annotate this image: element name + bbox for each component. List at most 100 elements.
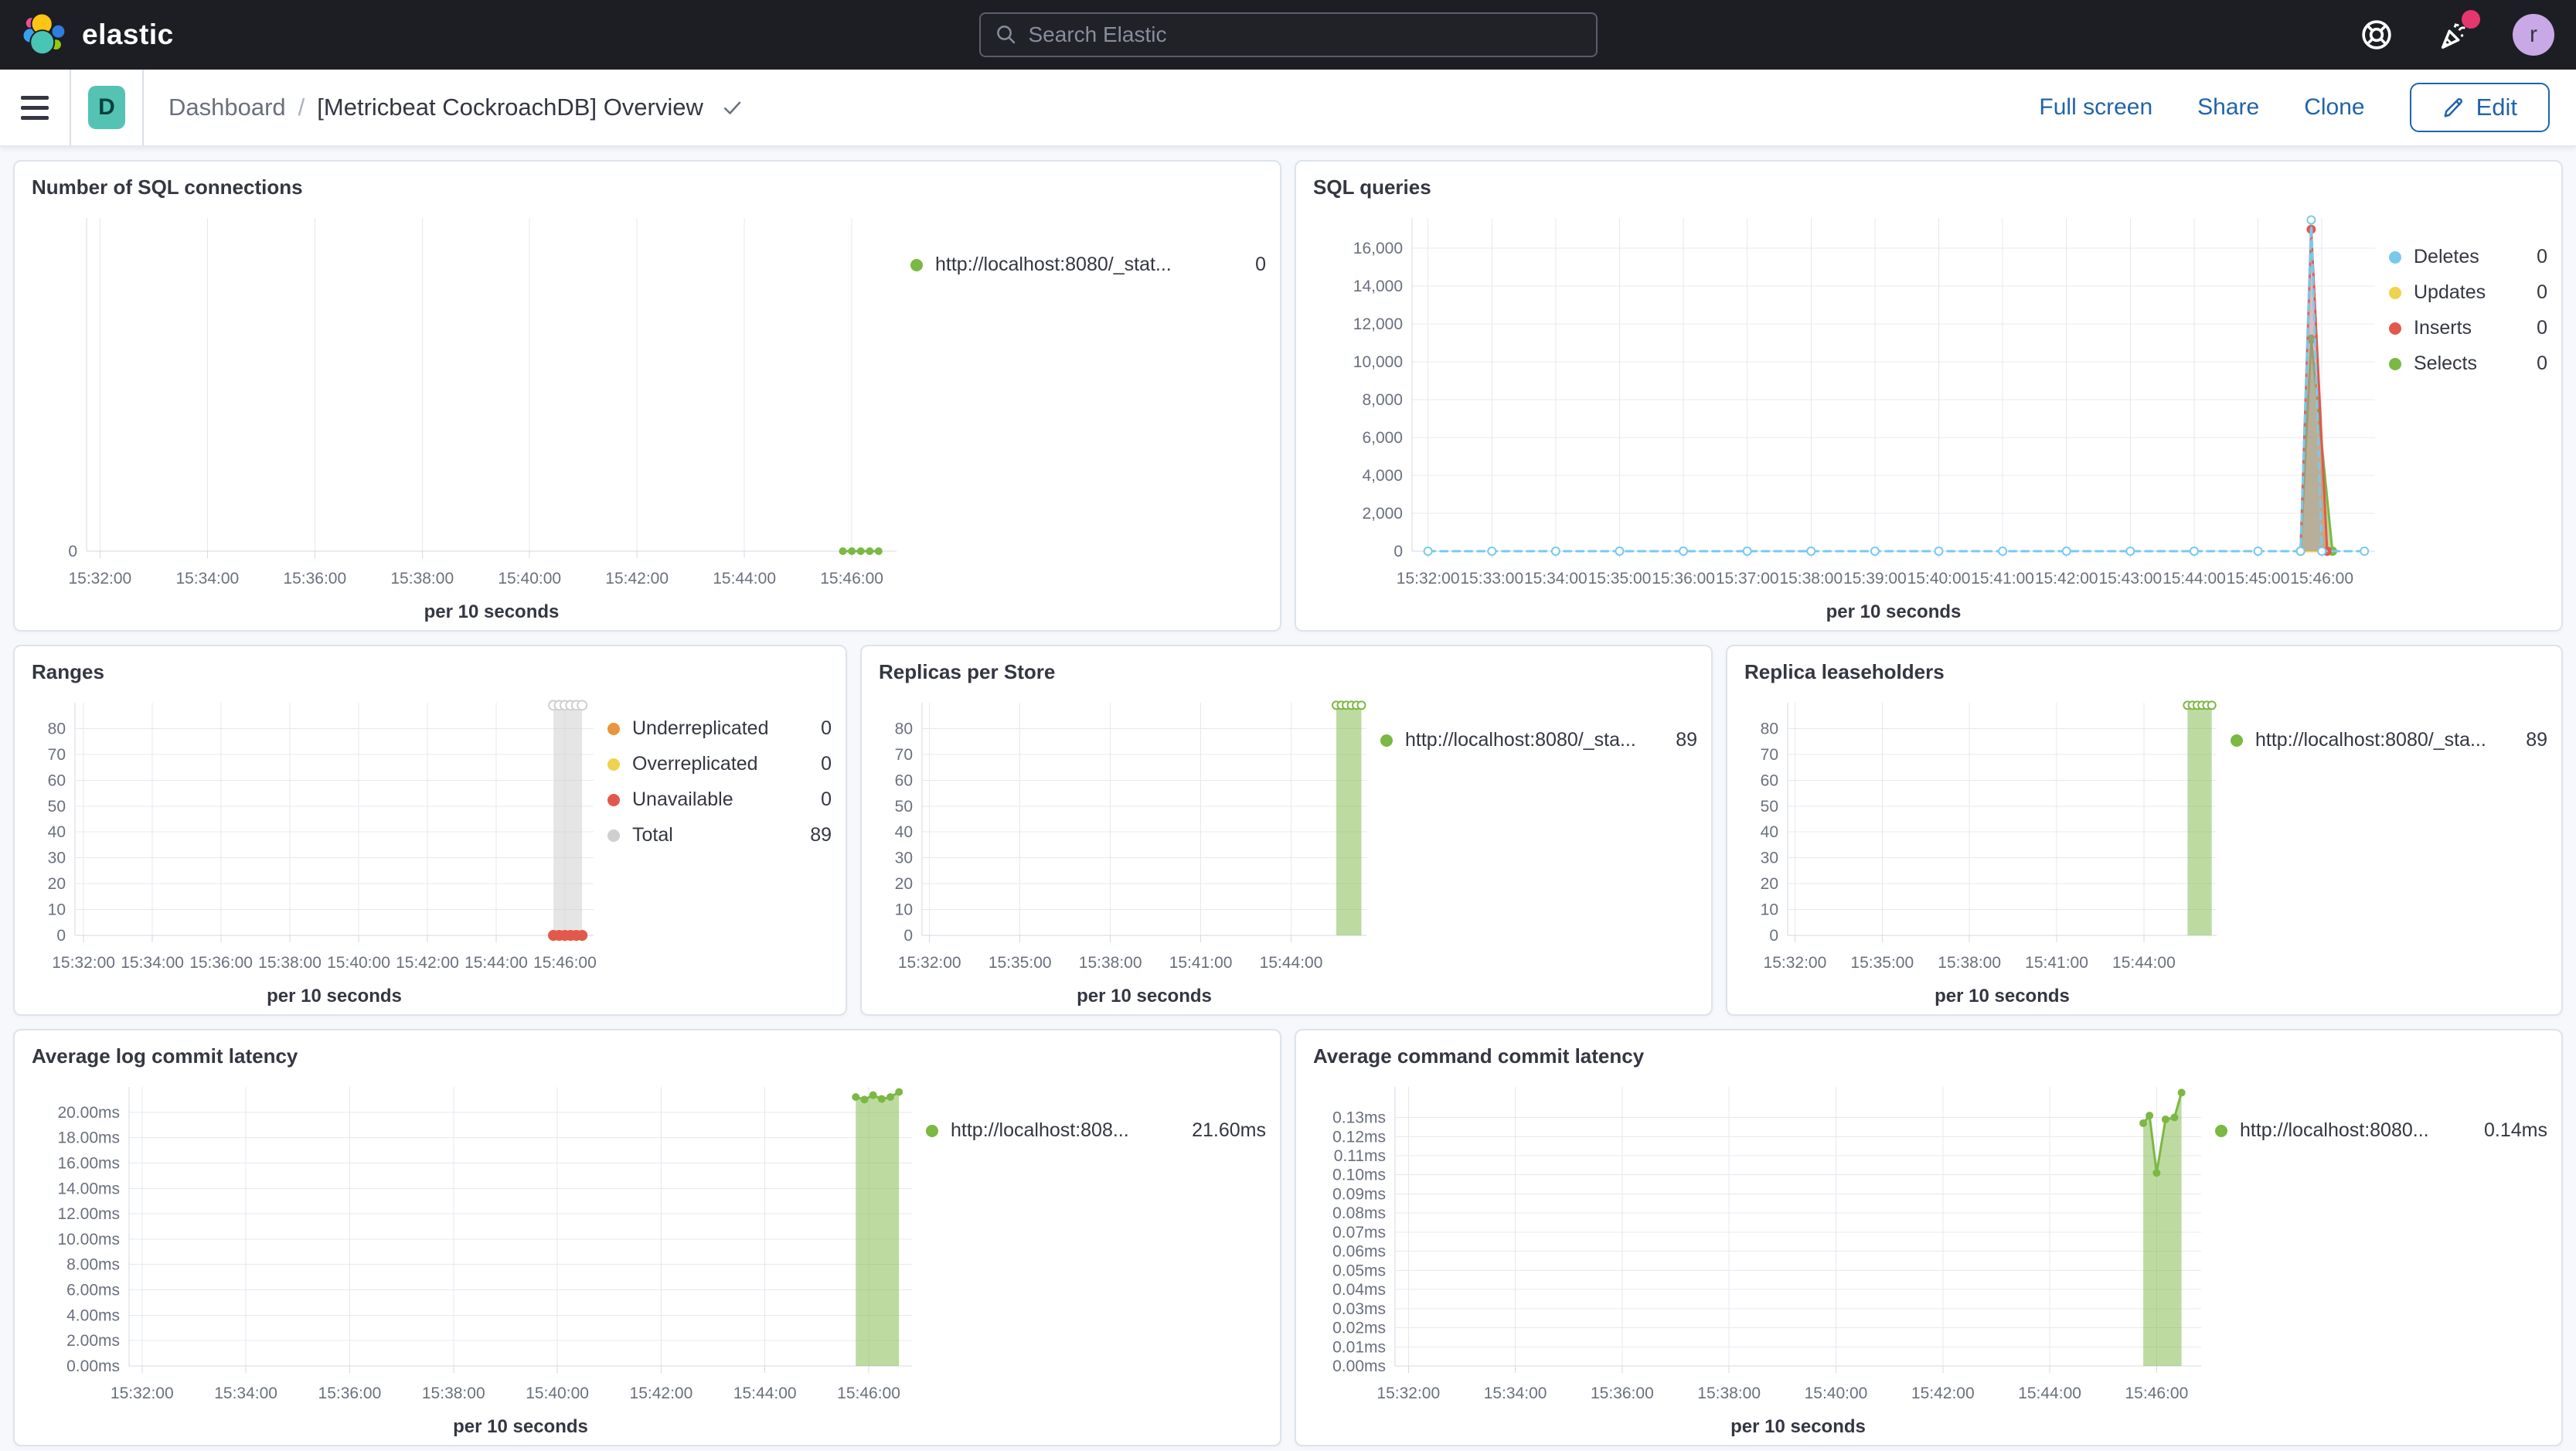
legend-item[interactable]: http://localhost:8080... 0.14ms	[2215, 1119, 2547, 1142]
svg-text:15:42:00: 15:42:00	[1911, 1385, 1975, 1402]
global-header: elastic	[0, 0, 2576, 70]
svg-text:0: 0	[68, 543, 77, 560]
chart-legend: Underreplicated 0 Overreplicated 0 Unavailab…	[607, 690, 839, 1010]
svg-text:15:44:00: 15:44:00	[2163, 570, 2226, 588]
breadcrumb-dashboard[interactable]: Dashboard	[168, 94, 286, 121]
hamburger-icon	[21, 95, 49, 100]
elastic-logo-icon	[22, 12, 66, 56]
legend-series-value: 0	[1255, 254, 1266, 275]
svg-text:10: 10	[895, 901, 913, 919]
svg-text:0: 0	[1393, 543, 1403, 560]
legend-color-dot	[2389, 357, 2401, 370]
chart-average-log-commit-latency[interactable]: 0.00ms 2.00ms 4.00ms 6.00ms 8.00ms 10.00ms 12.…	[21, 1075, 926, 1440]
panel-average-log-commit-latency: Average log commit latency 0.00ms 2.00ms 4…	[13, 1029, 1281, 1446]
svg-text:4,000: 4,000	[1362, 467, 1403, 485]
svg-text:15:36:00: 15:36:00	[1591, 1385, 1654, 1402]
clone-button[interactable]: Clone	[2304, 94, 2365, 120]
svg-text:10,000: 10,000	[1353, 353, 1403, 371]
space-badge[interactable]: D	[88, 86, 125, 129]
legend-color-dot	[2389, 322, 2401, 335]
search-input[interactable]	[1028, 22, 1582, 47]
svg-text:0.04ms: 0.04ms	[1332, 1281, 1386, 1299]
svg-text:0: 0	[56, 927, 66, 945]
chart-sql-queries[interactable]: 0 2,000 4,000 6,000 8,000 10,000 12,000 14,000 1…	[1302, 206, 2389, 625]
global-search[interactable]	[978, 12, 1598, 57]
svg-text:15:42:00: 15:42:00	[605, 570, 669, 588]
svg-text:15:36:00: 15:36:00	[1652, 570, 1715, 588]
svg-text:30: 30	[895, 850, 913, 867]
svg-text:15:38:00: 15:38:00	[1779, 570, 1843, 588]
legend-item[interactable]: Updates 0	[2389, 281, 2547, 304]
svg-text:15:34:00: 15:34:00	[175, 570, 239, 588]
legend-item[interactable]: http://localhost:808... 21.60ms	[926, 1119, 1266, 1142]
search-icon	[996, 26, 1015, 44]
legend-color-dot	[607, 829, 620, 842]
legend-color-dot	[607, 793, 620, 806]
panel-title: Replicas per Store	[879, 660, 1056, 683]
legend-item[interactable]: Overreplicated 0	[607, 753, 832, 775]
page-title: [Metricbeat CockroachDB] Overview	[317, 94, 703, 121]
chart-replica-leaseholders[interactable]: 0 10 20 30 40 50 60 70 80 15:32:00 15:35:00 15:38:0…	[1734, 690, 2231, 1010]
svg-text:15:38:00: 15:38:00	[258, 954, 322, 972]
user-avatar[interactable]: r	[2513, 14, 2554, 56]
legend-series-value: 0	[821, 717, 832, 739]
svg-text:20: 20	[48, 875, 66, 893]
svg-text:15:38:00: 15:38:00	[422, 1385, 485, 1402]
svg-text:15:40:00: 15:40:00	[327, 954, 390, 972]
svg-text:per 10 seconds: per 10 seconds	[1826, 601, 1962, 622]
svg-text:15:40:00: 15:40:00	[498, 570, 561, 588]
main-menu-button[interactable]	[0, 70, 71, 145]
life-buoy-icon	[2362, 20, 2391, 49]
title-check-icon[interactable]	[720, 96, 744, 119]
legend-item[interactable]: http://localhost:8080/_stat... 0	[910, 254, 1266, 276]
svg-text:15:41:00: 15:41:00	[1169, 954, 1233, 972]
svg-text:40: 40	[895, 823, 913, 841]
svg-text:50: 50	[48, 798, 66, 816]
edit-button[interactable]: Edit	[2409, 83, 2550, 132]
legend-item[interactable]: http://localhost:8080/_sta... 89	[2231, 729, 2547, 751]
svg-text:15:36:00: 15:36:00	[318, 1385, 382, 1402]
full-screen-button[interactable]: Full screen	[2039, 94, 2153, 120]
svg-text:15:36:00: 15:36:00	[283, 570, 346, 588]
svg-text:per 10 seconds: per 10 seconds	[1730, 1416, 1866, 1437]
svg-text:0.02ms: 0.02ms	[1332, 1320, 1386, 1337]
legend-item[interactable]: Total 89	[607, 824, 832, 846]
svg-text:14,000: 14,000	[1353, 278, 1403, 295]
svg-text:4.00ms: 4.00ms	[66, 1306, 120, 1324]
svg-text:0.08ms: 0.08ms	[1332, 1204, 1386, 1222]
svg-text:20: 20	[1761, 875, 1778, 893]
panel-sql-queries: SQL queries 0 2,000 4,000 6,000 8,000 10,000 1…	[1295, 160, 2563, 632]
svg-text:15:40:00: 15:40:00	[526, 1385, 589, 1402]
svg-text:0.01ms: 0.01ms	[1332, 1338, 1386, 1356]
svg-text:per 10 seconds: per 10 seconds	[1935, 986, 2070, 1007]
svg-text:15:41:00: 15:41:00	[2025, 954, 2088, 972]
share-button[interactable]: Share	[2197, 94, 2260, 120]
legend-item[interactable]: Unavailable 0	[607, 789, 832, 811]
chart-legend: http://localhost:8080/_sta... 89	[2231, 690, 2555, 1010]
legend-item[interactable]: Deletes 0	[2389, 246, 2547, 268]
legend-series-label: http://localhost:8080/_stat...	[935, 254, 1172, 275]
svg-text:15:42:00: 15:42:00	[630, 1385, 693, 1402]
svg-text:15:34:00: 15:34:00	[1484, 1385, 1547, 1402]
legend-item[interactable]: Selects 0	[2389, 353, 2547, 375]
elastic-logo[interactable]: elastic	[22, 11, 174, 59]
svg-text:12.00ms: 12.00ms	[57, 1205, 120, 1223]
help-button[interactable]	[2358, 16, 2395, 53]
legend-color-dot	[910, 258, 923, 271]
chart-replicas-per-store[interactable]: 0 10 20 30 40 50 60 70 80 15:32:00 15:35:00 15:38:0…	[868, 690, 1380, 1010]
svg-text:per 10 seconds: per 10 seconds	[453, 1416, 588, 1437]
svg-text:2.00ms: 2.00ms	[66, 1332, 120, 1350]
legend-item[interactable]: http://localhost:8080/_sta... 89	[1380, 729, 1697, 751]
chart-number-of-sql-connections[interactable]: 0 15:32:00 15:34:00 15:36:00 15:38:00 15:40:0…	[21, 206, 910, 625]
party-popper-icon	[2441, 23, 2465, 49]
chart-ranges[interactable]: 0 10 20 30 40 50 60 70 80 15:32:00 15:34:00 15:36:0…	[21, 690, 607, 1010]
legend-item[interactable]: Underreplicated 0	[607, 717, 832, 740]
legend-series-value: 89	[1676, 729, 1697, 751]
svg-text:0.07ms: 0.07ms	[1332, 1224, 1386, 1242]
legend-color-dot	[2231, 734, 2243, 747]
legend-item[interactable]: Inserts 0	[2389, 317, 2547, 339]
panel-title: Replica leaseholders	[1744, 660, 1945, 683]
newsfeed-button[interactable]	[2435, 10, 2480, 53]
svg-text:15:32:00: 15:32:00	[68, 570, 131, 588]
